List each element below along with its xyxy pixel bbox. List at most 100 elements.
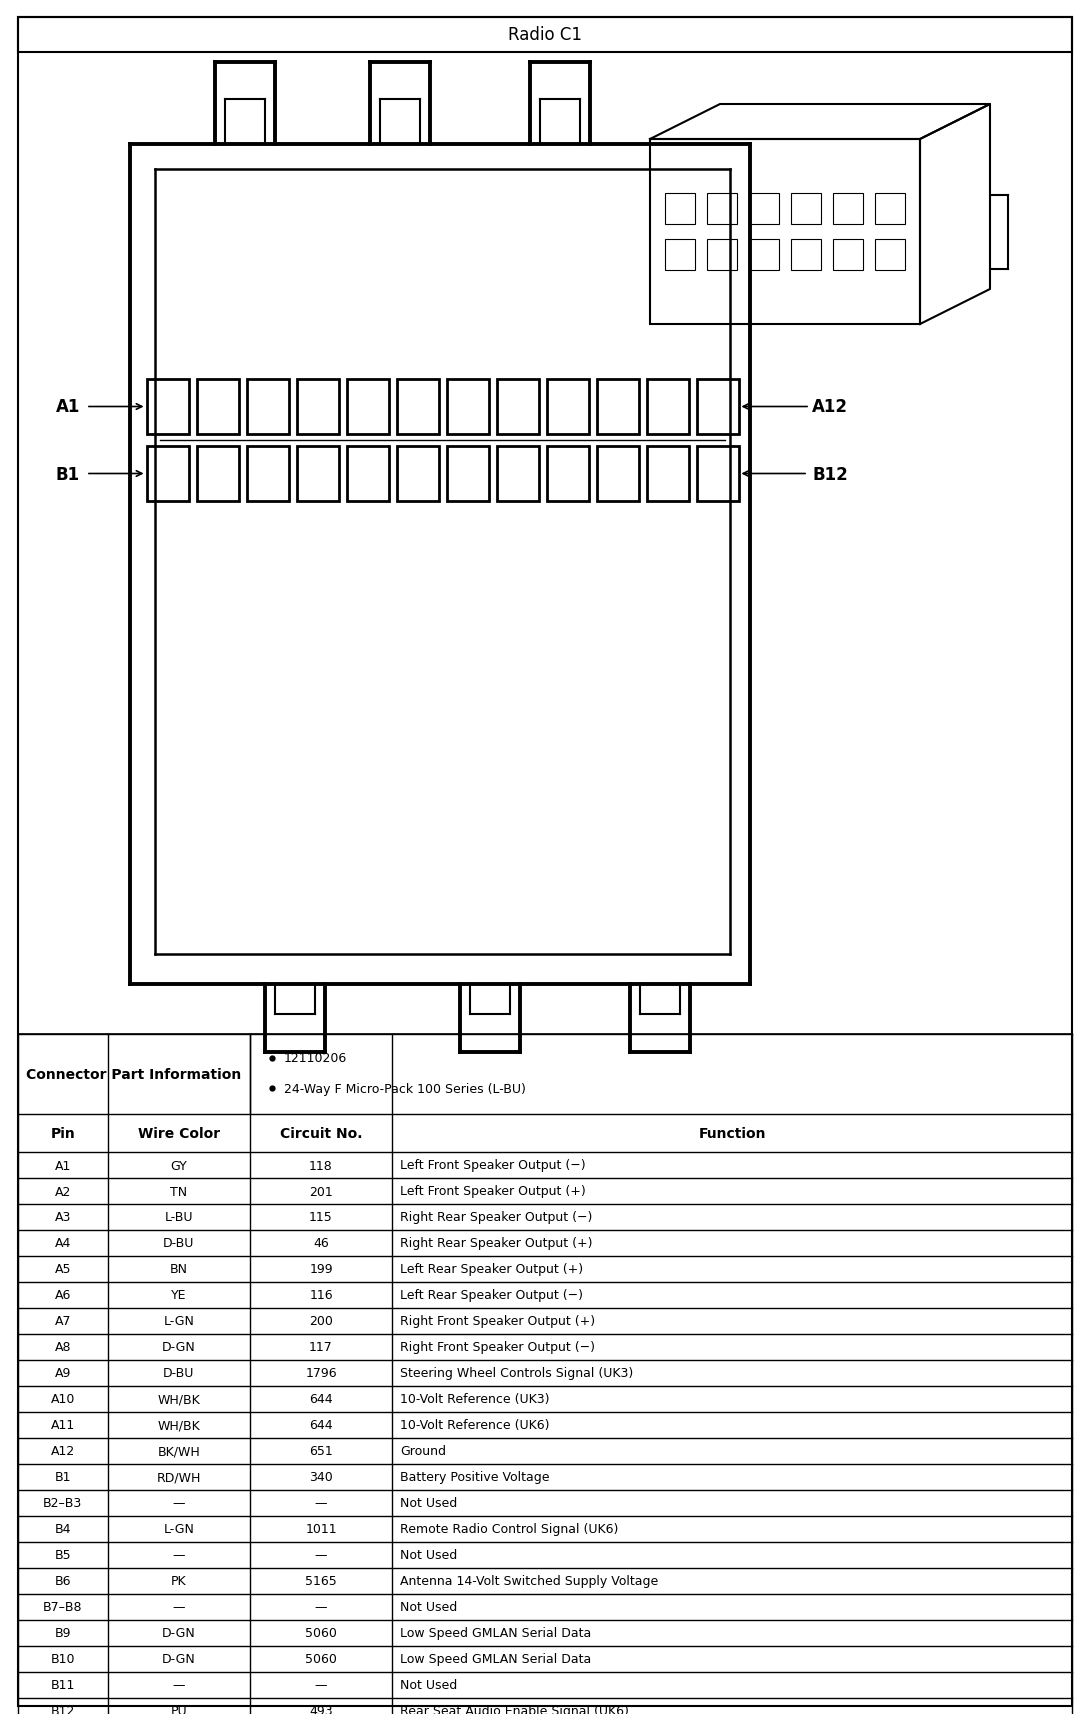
Text: Not Used: Not Used bbox=[400, 1601, 458, 1613]
Text: A6: A6 bbox=[54, 1289, 71, 1301]
Text: A5: A5 bbox=[54, 1263, 71, 1275]
Bar bbox=[397, 381, 438, 435]
Text: 644: 644 bbox=[310, 1393, 332, 1405]
Text: B10: B10 bbox=[50, 1652, 75, 1666]
Bar bbox=[665, 240, 695, 271]
Bar bbox=[347, 381, 388, 435]
Text: A4: A4 bbox=[54, 1238, 71, 1250]
Text: Low Speed GMLAN Serial Data: Low Speed GMLAN Serial Data bbox=[400, 1627, 592, 1640]
Bar bbox=[546, 381, 589, 435]
Text: 1011: 1011 bbox=[305, 1522, 337, 1536]
Text: 5060: 5060 bbox=[305, 1627, 337, 1640]
Text: Connector Part Information: Connector Part Information bbox=[26, 1068, 242, 1082]
Bar bbox=[833, 194, 863, 225]
Bar bbox=[791, 194, 821, 225]
Bar bbox=[296, 381, 339, 435]
Bar bbox=[875, 194, 905, 225]
Text: Not Used: Not Used bbox=[400, 1496, 458, 1510]
Bar bbox=[646, 381, 689, 435]
Text: D-BU: D-BU bbox=[164, 1238, 194, 1250]
Text: Battery Positive Voltage: Battery Positive Voltage bbox=[400, 1471, 549, 1484]
Text: 115: 115 bbox=[310, 1210, 332, 1224]
Text: —: — bbox=[315, 1548, 327, 1561]
Text: A9: A9 bbox=[54, 1366, 71, 1380]
Bar bbox=[749, 240, 779, 271]
Text: D-GN: D-GN bbox=[161, 1652, 195, 1666]
Bar bbox=[196, 447, 239, 502]
Text: 10-Volt Reference (UK3): 10-Volt Reference (UK3) bbox=[400, 1393, 549, 1405]
Bar bbox=[246, 447, 289, 502]
Bar bbox=[650, 141, 920, 326]
Text: Left Rear Speaker Output (+): Left Rear Speaker Output (+) bbox=[400, 1263, 583, 1275]
Text: Wire Color: Wire Color bbox=[137, 1126, 220, 1140]
Text: B9: B9 bbox=[54, 1627, 71, 1640]
Bar bbox=[596, 381, 639, 435]
Text: A10: A10 bbox=[50, 1393, 75, 1405]
Text: Not Used: Not Used bbox=[400, 1548, 458, 1561]
Text: A1: A1 bbox=[56, 398, 81, 417]
Bar bbox=[447, 381, 488, 435]
Bar bbox=[397, 447, 438, 502]
Bar bbox=[146, 447, 189, 502]
Text: 117: 117 bbox=[310, 1340, 332, 1354]
Text: Ground: Ground bbox=[400, 1445, 446, 1457]
Bar bbox=[296, 447, 339, 502]
Text: Left Front Speaker Output (+): Left Front Speaker Output (+) bbox=[400, 1184, 586, 1198]
Text: —: — bbox=[172, 1496, 185, 1510]
Text: 46: 46 bbox=[313, 1238, 329, 1250]
Bar bbox=[347, 447, 388, 502]
Bar bbox=[707, 240, 737, 271]
Bar bbox=[697, 447, 739, 502]
Bar bbox=[497, 381, 538, 435]
Bar bbox=[646, 447, 689, 502]
Text: L-GN: L-GN bbox=[164, 1315, 194, 1328]
Text: 24-Way F Micro-Pack 100 Series (L-BU): 24-Way F Micro-Pack 100 Series (L-BU) bbox=[283, 1082, 525, 1095]
Bar bbox=[146, 381, 189, 435]
Text: —: — bbox=[315, 1496, 327, 1510]
Text: 1796: 1796 bbox=[305, 1366, 337, 1380]
Text: B6: B6 bbox=[54, 1575, 71, 1587]
Bar bbox=[19, 17, 1071, 53]
Text: B1: B1 bbox=[54, 1471, 71, 1484]
Text: B12: B12 bbox=[50, 1704, 75, 1714]
Text: WH/BK: WH/BK bbox=[157, 1393, 201, 1405]
Bar bbox=[707, 194, 737, 225]
Text: 493: 493 bbox=[310, 1704, 332, 1714]
Bar bbox=[246, 381, 289, 435]
Text: RD/WH: RD/WH bbox=[157, 1471, 201, 1484]
Text: —: — bbox=[172, 1678, 185, 1692]
Text: L-GN: L-GN bbox=[164, 1522, 194, 1536]
Text: PU: PU bbox=[170, 1704, 187, 1714]
Text: Right Front Speaker Output (+): Right Front Speaker Output (+) bbox=[400, 1315, 595, 1328]
Text: WH/BK: WH/BK bbox=[157, 1419, 201, 1431]
Text: A12: A12 bbox=[50, 1445, 75, 1457]
Text: Low Speed GMLAN Serial Data: Low Speed GMLAN Serial Data bbox=[400, 1652, 592, 1666]
Text: Right Rear Speaker Output (+): Right Rear Speaker Output (+) bbox=[400, 1238, 593, 1250]
Text: B11: B11 bbox=[50, 1678, 75, 1692]
Text: 644: 644 bbox=[310, 1419, 332, 1431]
Text: Right Rear Speaker Output (−): Right Rear Speaker Output (−) bbox=[400, 1210, 593, 1224]
Text: B12: B12 bbox=[812, 464, 848, 483]
Text: TN: TN bbox=[170, 1184, 187, 1198]
Text: A12: A12 bbox=[812, 398, 848, 417]
Text: 118: 118 bbox=[310, 1159, 332, 1172]
Text: 340: 340 bbox=[310, 1471, 332, 1484]
Text: Pin: Pin bbox=[50, 1126, 75, 1140]
Text: 5165: 5165 bbox=[305, 1575, 337, 1587]
Text: Remote Radio Control Signal (UK6): Remote Radio Control Signal (UK6) bbox=[400, 1522, 618, 1536]
Text: 116: 116 bbox=[310, 1289, 332, 1301]
Text: Rear Seat Audio Enable Signal (UK6): Rear Seat Audio Enable Signal (UK6) bbox=[400, 1704, 629, 1714]
Text: Left Rear Speaker Output (−): Left Rear Speaker Output (−) bbox=[400, 1289, 583, 1301]
Bar bbox=[791, 240, 821, 271]
Text: Antenna 14-Volt Switched Supply Voltage: Antenna 14-Volt Switched Supply Voltage bbox=[400, 1575, 658, 1587]
Bar bbox=[697, 381, 739, 435]
Bar bbox=[665, 194, 695, 225]
Text: 10-Volt Reference (UK6): 10-Volt Reference (UK6) bbox=[400, 1419, 549, 1431]
Text: YE: YE bbox=[171, 1289, 186, 1301]
Text: Radio C1: Radio C1 bbox=[508, 26, 582, 45]
Text: B7–B8: B7–B8 bbox=[43, 1601, 83, 1613]
Text: 201: 201 bbox=[310, 1184, 332, 1198]
Text: L-BU: L-BU bbox=[165, 1210, 193, 1224]
Text: A3: A3 bbox=[54, 1210, 71, 1224]
Text: 199: 199 bbox=[310, 1263, 332, 1275]
